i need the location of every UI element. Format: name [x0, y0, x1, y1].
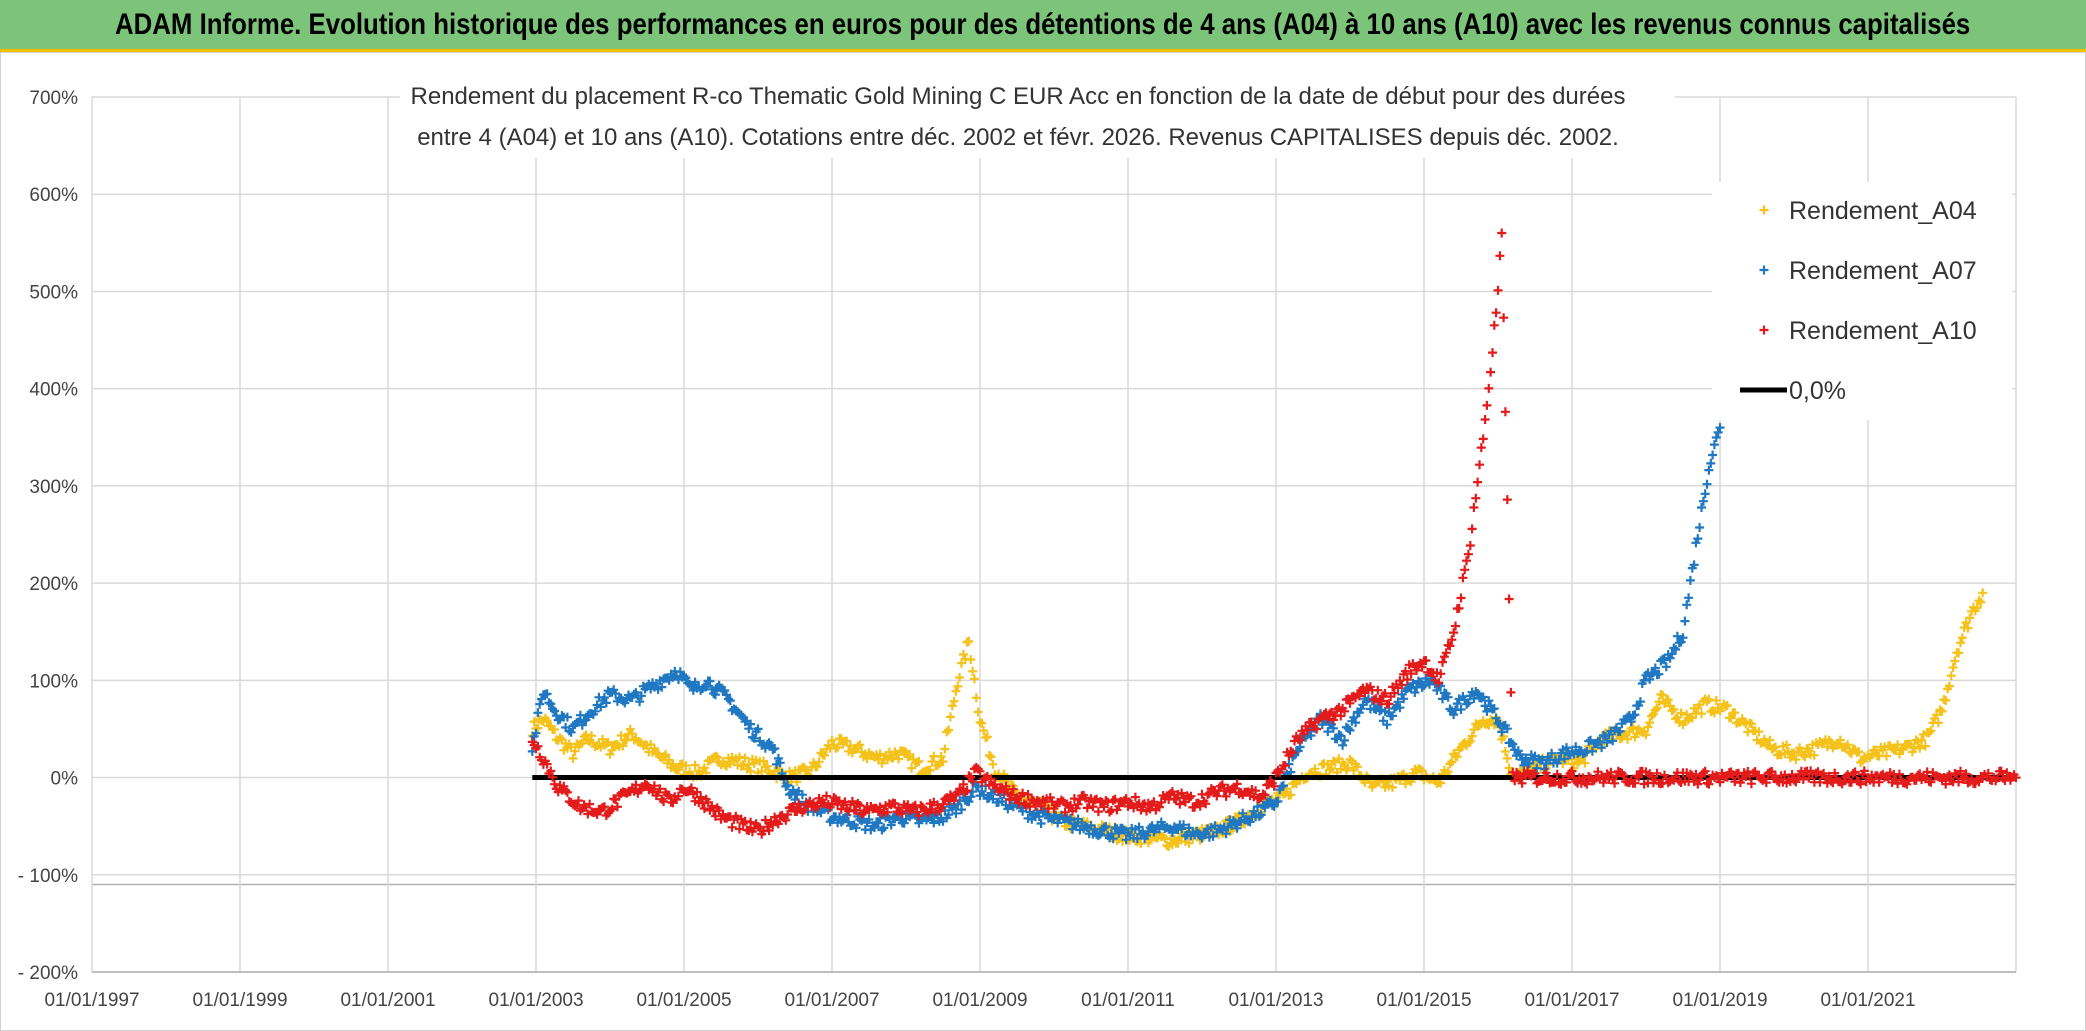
report-title: ADAM Informe. Evolution historique des p…: [115, 7, 1971, 41]
y-tick-label: 600%: [29, 185, 78, 206]
y-tick-label: - 200%: [18, 963, 78, 984]
y-tick-label: 700%: [29, 88, 78, 109]
x-axis: 01/01/1997 01/01/1999 01/01/2001 01/01/2003…: [44, 990, 1915, 1011]
legend-background: [1712, 182, 2012, 420]
legend-label: Rendement_A10: [1789, 317, 1977, 345]
series-rendement-a10: [527, 228, 2021, 839]
chart-title-background: [400, 72, 1675, 158]
x-tick-label: 01/01/1997: [44, 990, 139, 1011]
x-tick-label: 01/01/2001: [340, 990, 435, 1011]
y-tick-label: - 100%: [18, 866, 78, 887]
y-axis: 700% 600% 500% 400% 300% 200% 100% 0% - 100% - 20…: [18, 88, 78, 984]
x-tick-label: 01/01/2011: [1081, 990, 1175, 1011]
y-tick-label: 200%: [29, 574, 78, 595]
x-tick-label: 01/01/2019: [1672, 990, 1767, 1011]
x-tick-label: 01/01/2013: [1228, 990, 1323, 1011]
legend-marker-rendement-a10: [1759, 325, 1769, 335]
report-banner: ADAM Informe. Evolution historique des p…: [0, 0, 2086, 52]
x-tick-label: 01/01/2017: [1524, 990, 1619, 1011]
legend-label: Rendement_A07: [1789, 257, 1977, 285]
y-tick-label: 0%: [51, 769, 79, 790]
legend-label: Rendement_A04: [1789, 197, 1977, 225]
y-tick-label: 400%: [29, 380, 78, 401]
y-tick-label: 500%: [29, 282, 78, 303]
x-tick-label: 01/01/1999: [192, 990, 287, 1011]
x-tick-label: 01/01/2003: [488, 990, 583, 1011]
performance-chart: 700% 600% 500% 400% 300% 200% 100% 0% - 100% - 20…: [18, 72, 2021, 1011]
legend-marker-rendement-a07: [1759, 265, 1769, 275]
chart-title-line-1: Rendement du placement R-co Thematic Gol…: [411, 83, 1626, 110]
y-tick-label: 300%: [29, 477, 78, 498]
y-tick-label: 100%: [29, 671, 78, 692]
x-tick-label: 01/01/2009: [932, 990, 1027, 1011]
chart-title-line-2: entre 4 (A04) et 10 ans (A10). Cotations…: [417, 124, 1619, 151]
x-tick-label: 01/01/2005: [636, 990, 731, 1011]
chart-legend: Rendement_A04 Rendement_A07 Rendement_A10 0…: [1712, 182, 2012, 420]
x-tick-label: 01/01/2021: [1820, 990, 1915, 1011]
chart-series: [527, 228, 2021, 851]
x-tick-label: 01/01/2015: [1376, 990, 1471, 1011]
x-tick-label: 01/01/2007: [784, 990, 879, 1011]
legend-marker-rendement-a04: [1759, 205, 1769, 215]
legend-label: 0,0%: [1789, 377, 1846, 405]
